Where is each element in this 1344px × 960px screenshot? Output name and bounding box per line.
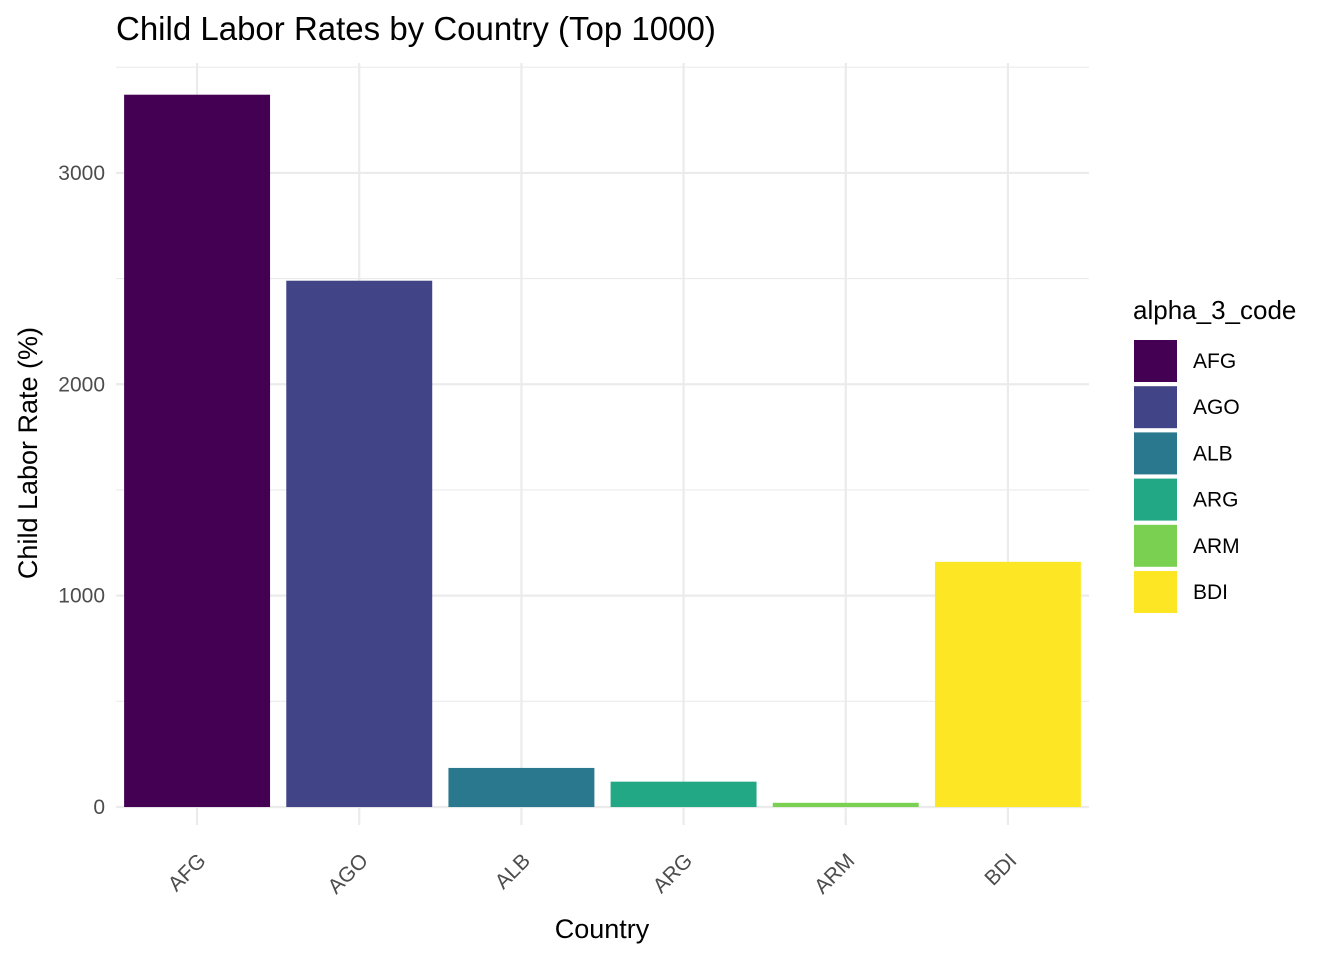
legend-label-afg: AFG <box>1193 350 1236 373</box>
y-tick-label-3: 3000 <box>58 162 105 185</box>
bar-ago <box>286 280 433 808</box>
legend-title: alpha_3_code <box>1133 295 1296 325</box>
x-tick-label-afg: AFG <box>164 849 211 896</box>
x-axis-title: Country <box>555 914 650 944</box>
legend-swatch-arg <box>1134 478 1177 521</box>
bar-afg <box>124 94 271 808</box>
legend-label-alb: ALB <box>1193 442 1233 465</box>
legend-items: AFG AGO ALB ARG ARM BDI <box>1134 340 1240 613</box>
x-tick-label-arm: ARM <box>810 849 859 898</box>
legend-swatch-alb <box>1134 432 1177 475</box>
x-tick-label-bdi: BDI <box>980 849 1021 890</box>
legend: alpha_3_code AFG AGO ALB ARG ARM BDI <box>1133 295 1296 613</box>
legend-swatch-ago <box>1134 386 1177 429</box>
bar-alb <box>448 767 595 808</box>
y-axis-tick-labels: 0 1000 2000 3000 <box>58 162 105 819</box>
minor-gridlines <box>116 66 1089 702</box>
legend-swatch-arm <box>1134 524 1177 567</box>
x-tick-label-alb: ALB <box>491 849 535 893</box>
y-tick-label-1: 1000 <box>58 585 105 608</box>
bar-arm <box>772 802 919 808</box>
y-axis-title: Child Labor Rate (%) <box>13 327 43 579</box>
bar-bdi <box>934 561 1081 808</box>
legend-swatch-afg <box>1134 340 1177 382</box>
legend-label-bdi: BDI <box>1193 581 1228 604</box>
y-tick-label-2: 2000 <box>58 373 105 396</box>
x-axis-tick-labels: AFG AGO ALB ARG ARM BDI <box>164 849 1022 898</box>
bar-arg <box>610 781 757 808</box>
bars <box>124 94 1081 808</box>
legend-label-arm: ARM <box>1193 535 1240 558</box>
y-tick-label-0: 0 <box>93 796 105 819</box>
legend-label-ago: AGO <box>1193 396 1240 419</box>
legend-label-arg: ARG <box>1193 489 1239 512</box>
x-tick-label-arg: ARG <box>649 849 697 897</box>
x-tick-label-ago: AGO <box>324 849 373 898</box>
chart-title: Child Labor Rates by Country (Top 1000) <box>116 10 716 47</box>
legend-swatch-bdi <box>1134 571 1177 613</box>
